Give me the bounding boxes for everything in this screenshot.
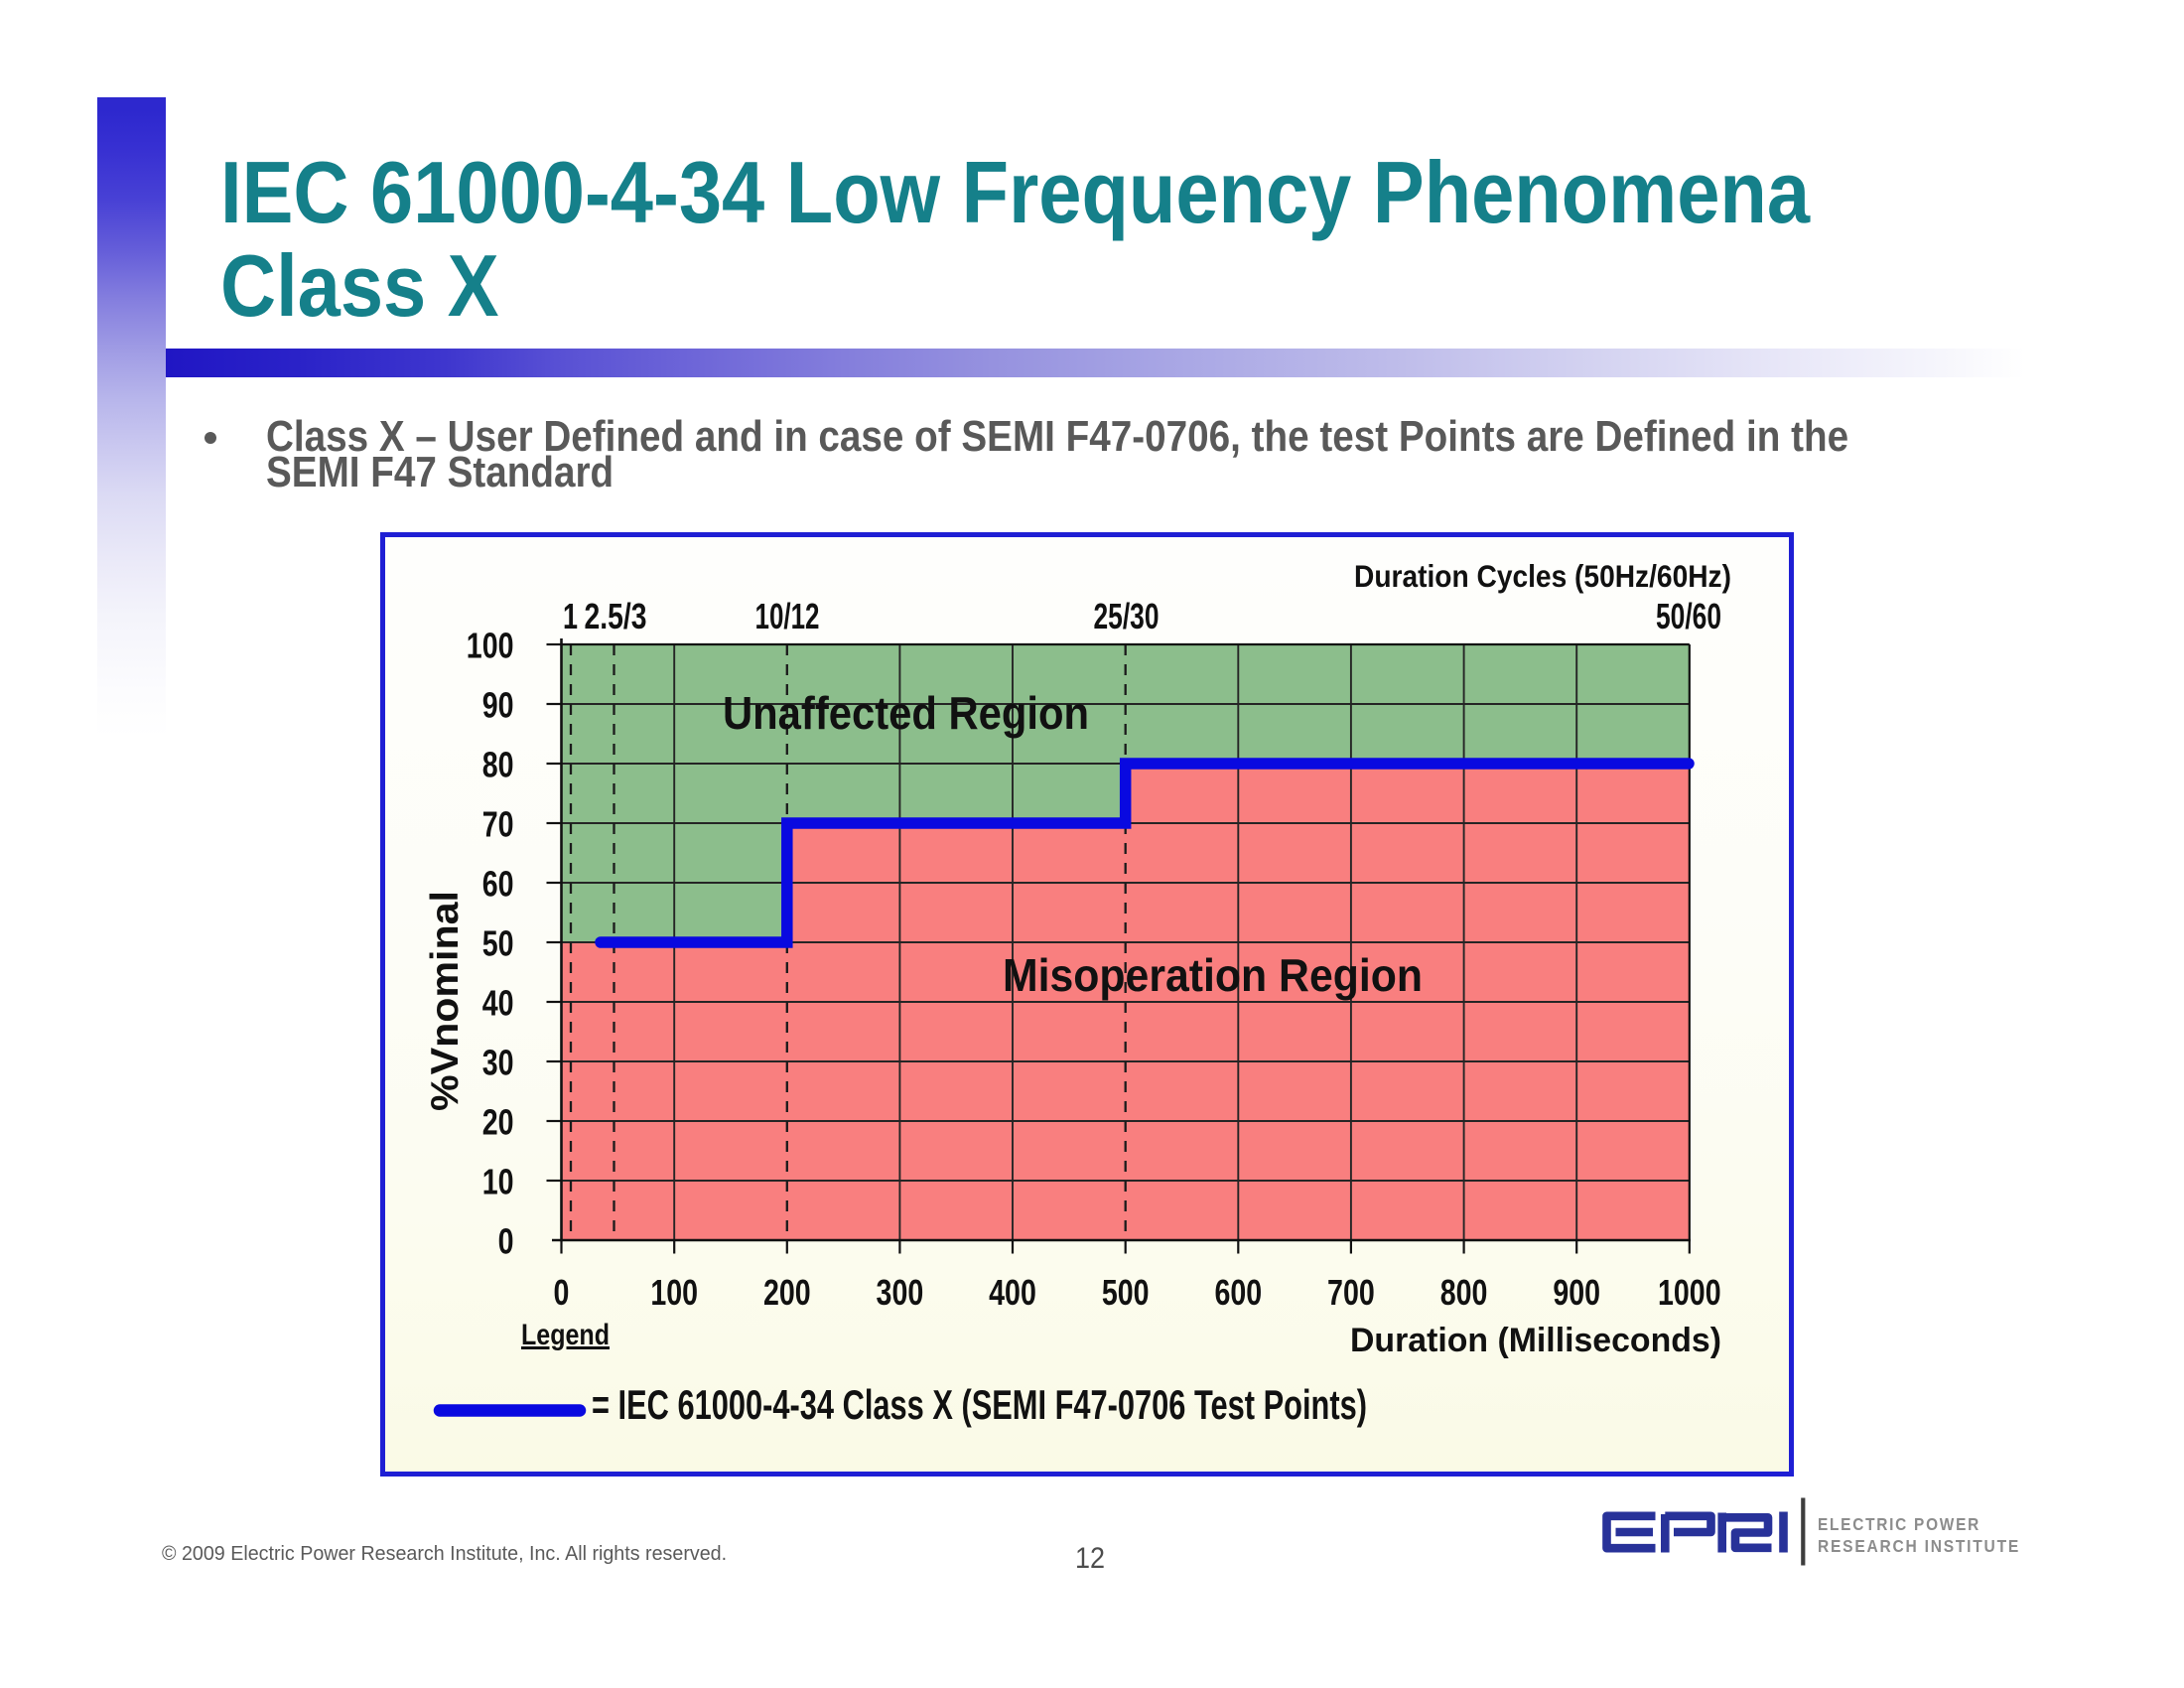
- svg-text:2.5/3: 2.5/3: [585, 596, 647, 636]
- svg-text:400: 400: [989, 1272, 1036, 1313]
- svg-text:Unaffected Region: Unaffected Region: [723, 687, 1089, 739]
- svg-text:ELECTRIC POWER: ELECTRIC POWER: [1818, 1514, 1980, 1534]
- svg-text:RESEARCH INSTITUTE: RESEARCH INSTITUTE: [1818, 1536, 2020, 1556]
- svg-text:200: 200: [763, 1272, 811, 1313]
- svg-text:100: 100: [467, 626, 514, 666]
- svg-text:0: 0: [498, 1221, 514, 1262]
- svg-text:500: 500: [1102, 1272, 1150, 1313]
- svg-text:Legend: Legend: [521, 1319, 610, 1351]
- svg-text:30: 30: [482, 1043, 514, 1083]
- svg-text:600: 600: [1214, 1272, 1262, 1313]
- svg-text:70: 70: [482, 804, 514, 845]
- svg-text:Misoperation Region: Misoperation Region: [1003, 949, 1423, 1001]
- svg-text:20: 20: [482, 1102, 514, 1143]
- svg-text:25/30: 25/30: [1094, 596, 1160, 636]
- svg-text:40: 40: [482, 983, 514, 1024]
- svg-text:= IEC 61000-4-34 Class X (SEMI: = IEC 61000-4-34 Class X (SEMI F47-0706 …: [592, 1381, 1367, 1428]
- svg-text:80: 80: [482, 745, 514, 785]
- svg-text:800: 800: [1440, 1272, 1488, 1313]
- svg-text:10: 10: [482, 1162, 514, 1202]
- svg-text:1: 1: [563, 596, 578, 636]
- svg-text:0: 0: [554, 1272, 570, 1313]
- svg-text:900: 900: [1553, 1272, 1600, 1313]
- svg-text:100: 100: [650, 1272, 698, 1313]
- svg-text:60: 60: [482, 864, 514, 905]
- svg-text:Duration Cycles (50Hz/60Hz): Duration Cycles (50Hz/60Hz): [1354, 558, 1731, 594]
- svg-text:Duration (Milliseconds): Duration (Milliseconds): [1350, 1322, 1721, 1359]
- svg-text:50/60: 50/60: [1656, 596, 1721, 636]
- svg-text:90: 90: [482, 685, 514, 726]
- svg-text:700: 700: [1327, 1272, 1375, 1313]
- svg-text:%Vnominal: %Vnominal: [424, 891, 467, 1111]
- svg-text:50: 50: [482, 923, 514, 964]
- svg-text:300: 300: [877, 1272, 924, 1313]
- svg-text:10/12: 10/12: [755, 596, 820, 636]
- svg-text:1000: 1000: [1658, 1272, 1721, 1313]
